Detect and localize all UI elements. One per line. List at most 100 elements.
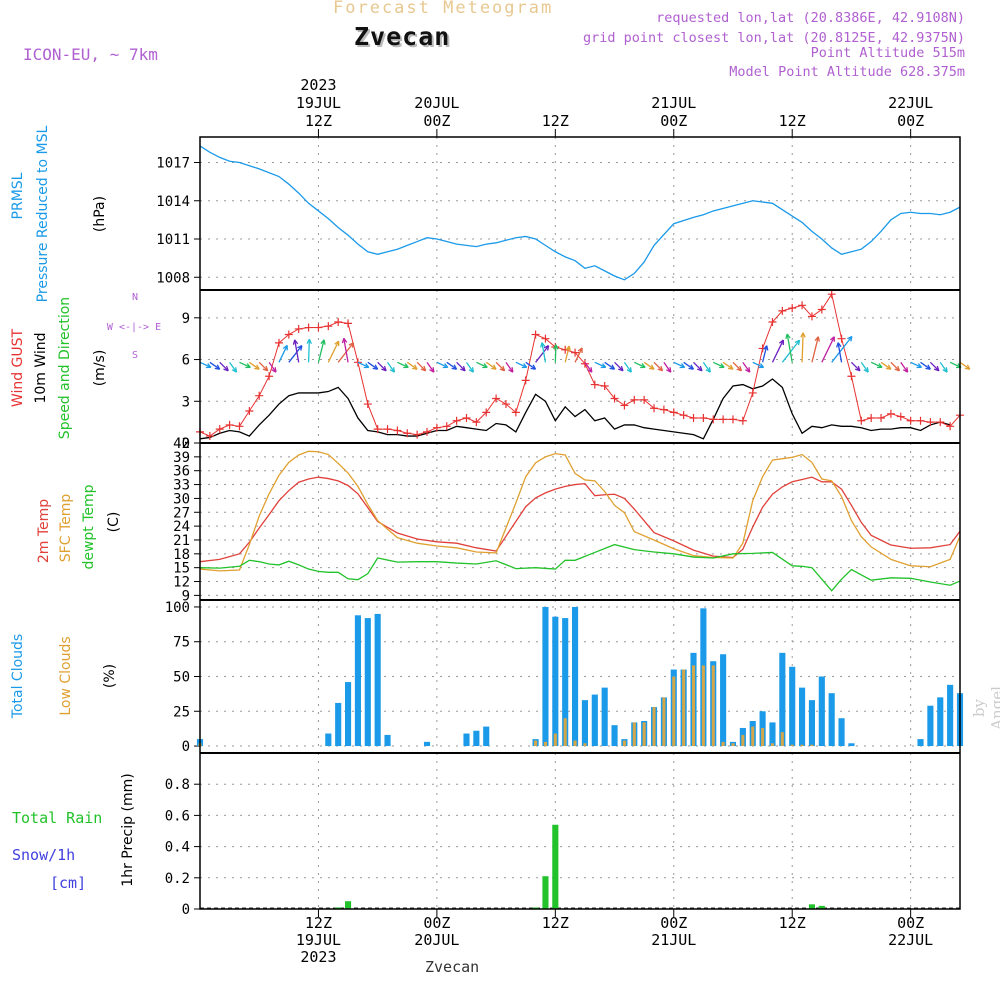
top-time-label: 20JUL — [414, 94, 459, 112]
gust-marker — [689, 413, 698, 422]
y-tick-label: 30 — [173, 491, 190, 507]
wind-arrow-head — [894, 365, 901, 372]
wind-arrow — [663, 361, 672, 373]
wind-arrow-head — [902, 367, 909, 373]
low-cloud-bar — [583, 743, 587, 747]
wind-arrow-head — [609, 364, 616, 370]
y-tick-label: 0.2 — [165, 871, 190, 887]
y-tick-label: 50 — [173, 670, 190, 686]
header-requested: requested lon,lat (20.8386E, 42.9108N) — [656, 10, 965, 26]
gust-marker — [373, 425, 382, 434]
gust-marker — [936, 418, 945, 427]
wind-arrow — [821, 336, 835, 363]
low-cloud-bar — [741, 734, 745, 747]
total-cloud-bar — [799, 687, 806, 747]
wind-arrow — [623, 361, 632, 373]
gust-marker — [630, 395, 639, 404]
total-cloud-bar — [808, 700, 816, 747]
low-cloud-bar — [770, 743, 774, 747]
total-cloud-bar — [354, 615, 361, 747]
wind-arrow-head — [640, 363, 646, 369]
low-cloud-bar — [731, 743, 735, 747]
total-cloud-bar — [364, 618, 371, 747]
wind-arrow-head — [679, 363, 686, 369]
gust-marker — [650, 404, 659, 413]
wind-arrow-head — [491, 364, 497, 370]
low-cloud-bar — [672, 676, 676, 747]
wind-arrow-head — [688, 364, 695, 370]
wind-arrow-head — [648, 364, 655, 370]
wind-arrow-head — [565, 345, 571, 352]
wind-unit: (m/s) — [92, 350, 108, 387]
bottom-time-label: 20JUL — [414, 931, 459, 949]
wind-arrow — [397, 361, 409, 368]
wind-arrow — [278, 345, 288, 363]
gust-marker — [501, 400, 510, 409]
wind-arrow — [367, 361, 378, 370]
wind-arrow — [515, 361, 527, 368]
wind-arrow — [673, 361, 685, 368]
gust-marker — [255, 391, 264, 400]
wind-arrow — [294, 339, 300, 363]
gust-marker — [511, 408, 520, 417]
wind-arrow-head — [420, 365, 427, 372]
wind-arrow-head — [363, 363, 370, 369]
wind-arrow — [574, 347, 583, 363]
temp-sfc-line — [199, 450, 961, 572]
total-cloud-bar — [572, 606, 579, 747]
wind-arrow-head — [271, 367, 277, 373]
snow-label: Snow/1h — [12, 846, 75, 864]
gust-marker — [778, 306, 787, 315]
total-cloud-bar — [325, 733, 332, 747]
temp-unit: (C) — [106, 512, 122, 533]
gust-marker — [245, 407, 254, 416]
gust-marker — [353, 358, 362, 367]
wind-arrow — [541, 342, 547, 363]
total-cloud-bar — [937, 697, 944, 747]
wind-arrow — [870, 361, 883, 368]
top-time-label: 00Z — [897, 112, 924, 130]
total-cloud-bar — [611, 725, 618, 747]
bottom-time-label: 22JUL — [888, 931, 933, 949]
wind-arrow — [248, 361, 260, 370]
y-tick-label: 42 — [173, 436, 190, 452]
bottom-time-label: 19JUL — [296, 931, 341, 949]
low-cloud-bar — [721, 741, 725, 747]
bottom-time-label: 12Z — [779, 914, 806, 932]
wind-arrow — [307, 339, 311, 363]
wind-arrow — [920, 361, 931, 370]
y-tick-label: 0.6 — [165, 808, 190, 824]
header-model: ICON-EU, ~ 7km — [23, 45, 158, 64]
wind-arrow-head — [262, 365, 269, 372]
total-cloud-bar — [838, 718, 845, 747]
wind-arrow — [594, 361, 606, 368]
top-time-label: 00Z — [423, 112, 450, 130]
top-time-label: 19JUL — [296, 94, 341, 112]
y-tick-label: 24 — [173, 519, 190, 535]
bottom-time-label: 00Z — [897, 914, 924, 932]
wind-arrow-head — [877, 363, 883, 369]
gust-marker — [728, 415, 737, 424]
bottom-time-label: 00Z — [660, 914, 687, 932]
gust-marker — [600, 381, 609, 390]
wind-arrow — [761, 345, 768, 363]
gust-marker — [284, 330, 293, 339]
bottom-time-label: 12Z — [542, 914, 569, 932]
y-tick-label: 39 — [173, 450, 190, 466]
wind-gust-line — [199, 292, 961, 437]
gust-marker — [738, 416, 747, 425]
gust-marker — [265, 372, 274, 381]
gust-marker — [334, 317, 343, 326]
wind-arrow-head — [499, 365, 506, 372]
gust-marker — [877, 413, 886, 422]
gust-marker — [521, 376, 530, 385]
wind-arrow — [476, 361, 488, 368]
gust-marker — [827, 290, 836, 299]
wind-arrow — [343, 338, 349, 363]
plot-frame — [199, 136, 961, 910]
total-cloud-bar — [591, 694, 598, 747]
wind-label: 10m Wind — [33, 332, 49, 403]
wind-arrow — [801, 332, 804, 363]
gust-label: Wind GUST — [10, 328, 26, 407]
wind-arrow-head — [925, 364, 931, 370]
